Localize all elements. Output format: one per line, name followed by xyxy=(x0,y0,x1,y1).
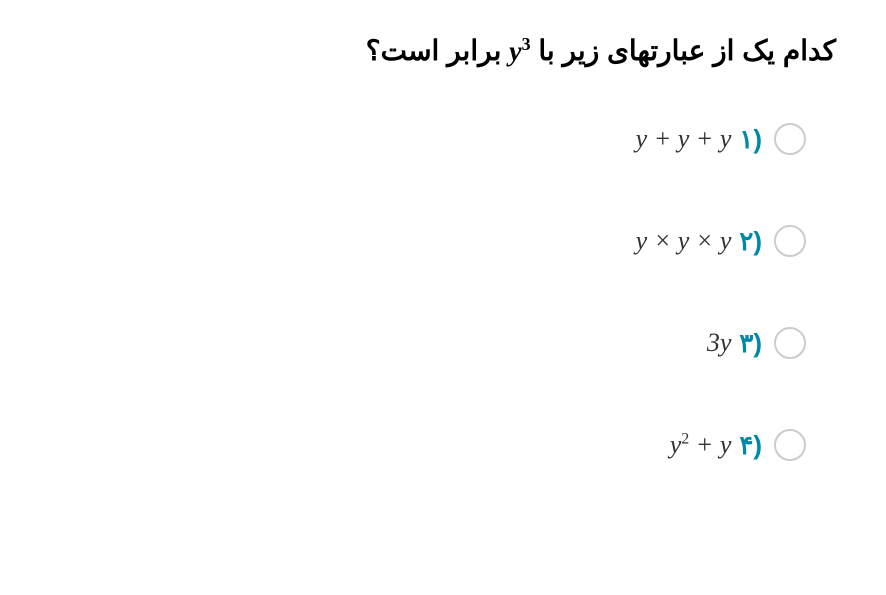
option-3-number: ۳) xyxy=(739,328,762,359)
option-2[interactable]: y × y × y ۲) xyxy=(50,225,806,257)
question-math: y3 xyxy=(509,31,530,73)
question-text: کدام یک از عبارتهای زیر با y3 برابر است؟ xyxy=(50,30,836,73)
option-4-content: y2 + y ۴) xyxy=(670,430,762,461)
option-3-expression: 3y xyxy=(707,328,732,358)
question-prefix: کدام یک از عبارتهای زیر با xyxy=(531,35,836,66)
radio-circle-1[interactable] xyxy=(774,123,806,155)
question-suffix: برابر است؟ xyxy=(366,35,502,66)
option-1-content: y + y + y ۱) xyxy=(636,124,762,155)
option-4-number: ۴) xyxy=(739,430,762,461)
radio-circle-3[interactable] xyxy=(774,327,806,359)
option-3[interactable]: 3y ۳) xyxy=(50,327,806,359)
option-2-expression: y × y × y xyxy=(636,226,732,256)
option-2-content: y × y × y ۲) xyxy=(636,226,762,257)
options-container: y + y + y ۱) y × y × y ۲) 3y ۳) y2 + y ۴… xyxy=(50,123,836,461)
option-1[interactable]: y + y + y ۱) xyxy=(50,123,806,155)
option-1-number: ۱) xyxy=(739,124,762,155)
option-4-expression: y2 + y xyxy=(670,430,732,460)
option-1-expression: y + y + y xyxy=(636,124,732,154)
radio-circle-4[interactable] xyxy=(774,429,806,461)
radio-circle-2[interactable] xyxy=(774,225,806,257)
option-2-number: ۲) xyxy=(739,226,762,257)
option-4[interactable]: y2 + y ۴) xyxy=(50,429,806,461)
option-3-content: 3y ۳) xyxy=(707,328,762,359)
